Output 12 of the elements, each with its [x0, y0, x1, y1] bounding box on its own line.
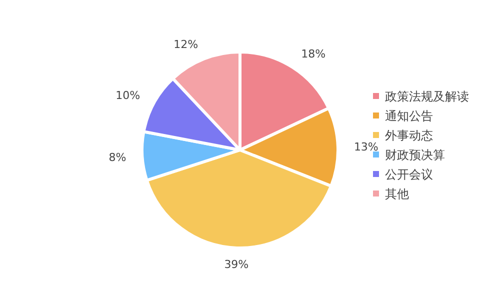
data-label: 18% [301, 48, 326, 61]
legend-label: 政策法规及解读 [385, 90, 469, 104]
data-label: 39% [224, 258, 249, 271]
legend-label: 外事动态 [385, 128, 433, 142]
data-label: 8% [108, 151, 126, 164]
legend-label: 其他 [385, 187, 409, 201]
data-label: 13% [354, 140, 378, 154]
legend-label: 公开会议 [385, 168, 433, 182]
legend-label: 财政预决算 [385, 148, 445, 162]
data-label: 10% [116, 89, 140, 102]
data-label: 12% [174, 38, 198, 52]
legend-label: 通知公告 [385, 109, 433, 123]
